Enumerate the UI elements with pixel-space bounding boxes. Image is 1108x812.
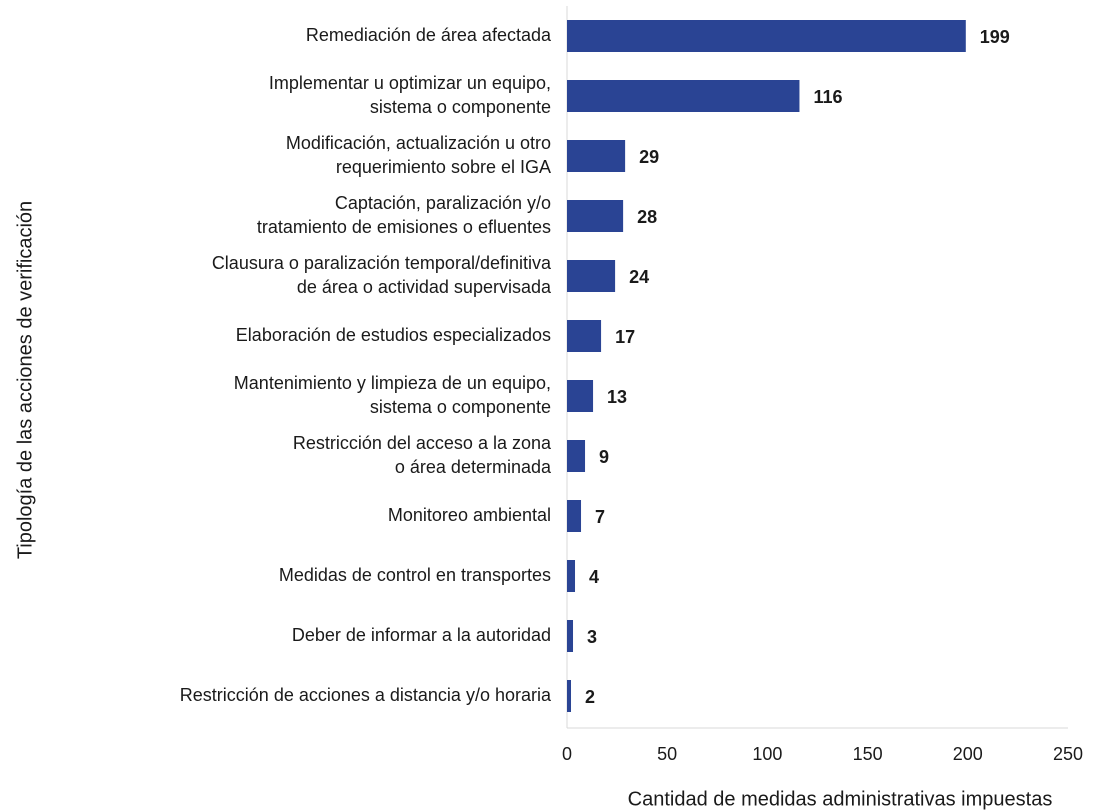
y-tick-label: Remediación de área afectada	[306, 25, 552, 45]
x-tick-label: 150	[853, 744, 883, 764]
x-tick-label: 100	[752, 744, 782, 764]
y-tick-label: Medidas de control en transportes	[279, 565, 551, 585]
value-label: 24	[629, 267, 649, 287]
y-tick-label: sistema o componente	[370, 397, 551, 417]
value-label: 9	[599, 447, 609, 467]
y-axis-title: Tipología de las acciones de verificació…	[14, 201, 36, 559]
bar	[567, 80, 800, 112]
x-tick-label: 200	[953, 744, 983, 764]
y-tick-label: Implementar u optimizar un equipo,	[269, 73, 551, 93]
value-label: 17	[615, 327, 635, 347]
x-axis-title: Cantidad de medidas administrativas impu…	[628, 788, 1053, 810]
bar	[567, 260, 616, 292]
y-tick-label: requerimiento sobre el IGA	[336, 157, 551, 177]
value-label: 2	[585, 687, 595, 707]
y-tick-label: Modificación, actualización u otro	[286, 133, 551, 153]
value-label: 7	[595, 507, 605, 527]
y-tick-label: Clausura o paralización temporal/definit…	[212, 253, 552, 273]
value-label: 28	[637, 207, 657, 227]
y-tick-label: tratamiento de emisiones o efluentes	[257, 217, 551, 237]
x-tick-label: 250	[1053, 744, 1083, 764]
y-tick-label: Restricción del acceso a la zona	[293, 433, 552, 453]
y-tick-label: sistema o componente	[370, 97, 551, 117]
y-tick-label: Elaboración de estudios especializados	[236, 325, 551, 345]
bar	[567, 440, 586, 472]
value-label: 116	[813, 87, 842, 107]
bar	[567, 320, 602, 352]
x-tick-label: 50	[657, 744, 677, 764]
y-tick-label: Mantenimiento y limpieza de un equipo,	[234, 373, 551, 393]
y-tick-label: Monitoreo ambiental	[388, 505, 551, 525]
value-label: 199	[980, 27, 1010, 47]
bar	[567, 680, 572, 712]
y-tick-label: Deber de informar a la autoridad	[292, 625, 551, 645]
bar	[567, 200, 624, 232]
y-tick-label: Captación, paralización y/o	[335, 193, 551, 213]
bar	[567, 620, 574, 652]
y-tick-label: de área o actividad supervisada	[297, 277, 552, 297]
bar	[567, 560, 576, 592]
value-label: 3	[587, 627, 597, 647]
bar	[567, 20, 966, 52]
bar	[567, 380, 594, 412]
value-label: 4	[589, 567, 599, 587]
y-tick-label: Restricción de acciones a distancia y/o …	[180, 685, 552, 705]
y-tick-label: o área determinada	[395, 457, 552, 477]
x-tick-label: 0	[562, 744, 572, 764]
value-label: 13	[607, 387, 627, 407]
value-label: 29	[639, 147, 659, 167]
bar	[567, 500, 582, 532]
bar	[567, 140, 626, 172]
